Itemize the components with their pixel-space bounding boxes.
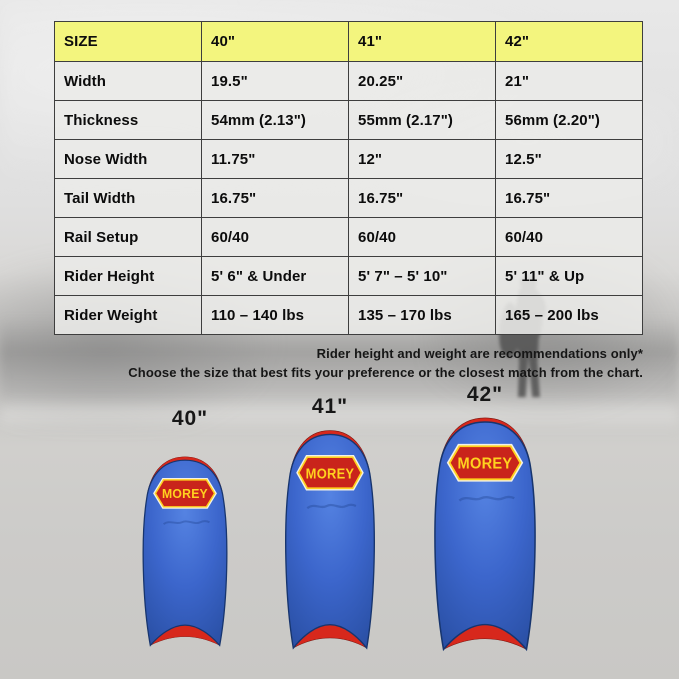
- footnotes: Rider height and weight are recommendati…: [128, 344, 643, 382]
- table-cell: 60/40: [495, 217, 643, 257]
- morey-logo-badge: [448, 445, 522, 481]
- board-41-label: 41": [311, 395, 349, 418]
- table-header-row: SIZE 40" 41" 42": [54, 21, 643, 62]
- table-cell: 60/40: [201, 217, 349, 257]
- row-label: Rider Weight: [54, 295, 202, 335]
- row-label: Thickness: [54, 100, 202, 140]
- bodyboard-41-image: MOREY: [285, 430, 375, 650]
- table-cell: 12": [348, 139, 496, 179]
- table-cell: 5' 7" – 5' 10": [348, 256, 496, 296]
- footnote-line1: Rider height and weight are recommendati…: [316, 346, 643, 361]
- morey-logo-text: MOREY: [458, 455, 513, 473]
- table-row-thickness: Thickness 54mm (2.13") 55mm (2.17") 56mm…: [54, 100, 643, 140]
- row-label: Tail Width: [54, 178, 202, 218]
- morey-logo-text: MOREY: [162, 487, 208, 502]
- table-cell: 12.5": [495, 139, 643, 179]
- header-cell-41: 41": [348, 21, 496, 62]
- row-label: Width: [54, 61, 202, 101]
- header-cell-42: 42": [495, 21, 643, 62]
- table-cell: 19.5": [201, 61, 349, 101]
- table-cell: 16.75": [201, 178, 349, 218]
- size-spec-table: SIZE 40" 41" 42" Width 19.5" 20.25" 21" …: [54, 21, 643, 335]
- table-cell: 21": [495, 61, 643, 101]
- table-cell: 56mm (2.20"): [495, 100, 643, 140]
- footnote-line2: Choose the size that best fits your pref…: [128, 365, 643, 380]
- table-row-rider-weight: Rider Weight 110 – 140 lbs 135 – 170 lbs…: [54, 295, 643, 335]
- table-cell: 165 – 200 lbs: [495, 295, 643, 335]
- morey-logo-text: MOREY: [306, 466, 355, 482]
- morey-logo: MOREY: [296, 454, 364, 491]
- table-cell: 5' 6" & Under: [201, 256, 349, 296]
- morey-logo: MOREY: [153, 477, 217, 509]
- table-cell: 5' 11" & Up: [495, 256, 643, 296]
- bodyboard-42-image: MOREY: [434, 417, 536, 652]
- embossed-model-mark: [458, 495, 515, 502]
- row-label: Rail Setup: [54, 217, 202, 257]
- table-cell: 135 – 170 lbs: [348, 295, 496, 335]
- embossed-model-mark: [306, 503, 357, 510]
- board-40-label: 40": [171, 407, 209, 430]
- board-42-label: 42": [466, 383, 504, 406]
- header-cell-size: SIZE: [54, 21, 202, 62]
- morey-logo: MOREY: [446, 443, 524, 482]
- table-cell: 16.75": [495, 178, 643, 218]
- table-cell: 16.75": [348, 178, 496, 218]
- table-cell: 55mm (2.17"): [348, 100, 496, 140]
- table-row-rider-height: Rider Height 5' 6" & Under 5' 7" – 5' 10…: [54, 256, 643, 296]
- table-cell: 110 – 140 lbs: [201, 295, 349, 335]
- row-label: Rider Height: [54, 256, 202, 296]
- embossed-model-mark: [162, 520, 210, 525]
- table-row-rail-setup: Rail Setup 60/40 60/40 60/40: [54, 217, 643, 257]
- morey-logo-badge: [297, 456, 363, 490]
- header-cell-40: 40": [201, 21, 349, 62]
- table-row-nose-width: Nose Width 11.75" 12" 12.5": [54, 139, 643, 179]
- morey-logo-badge: [154, 479, 216, 508]
- table-cell: 54mm (2.13"): [201, 100, 349, 140]
- bodyboard-40-image: MOREY: [142, 456, 228, 647]
- table-cell: 60/40: [348, 217, 496, 257]
- table-cell: 20.25": [348, 61, 496, 101]
- table-cell: 11.75": [201, 139, 349, 179]
- table-row-tail-width: Tail Width 16.75" 16.75" 16.75": [54, 178, 643, 218]
- row-label: Nose Width: [54, 139, 202, 179]
- table-row-width: Width 19.5" 20.25" 21": [54, 61, 643, 101]
